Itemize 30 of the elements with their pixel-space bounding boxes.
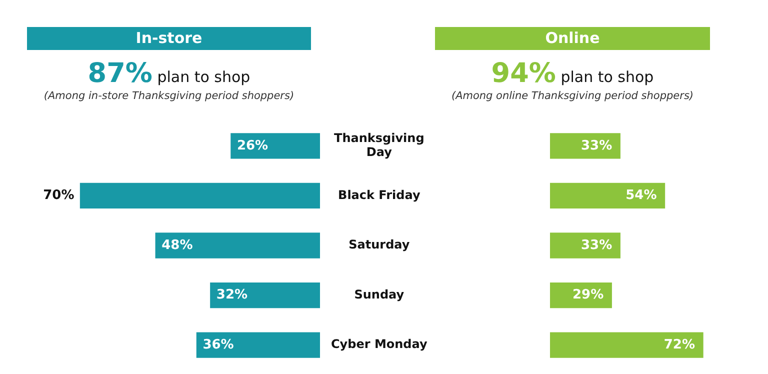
- bar: [230, 133, 320, 159]
- bar: [550, 232, 620, 258]
- data-label: 32%: [216, 288, 248, 303]
- chart-title: In-store: [27, 27, 311, 50]
- y-tick-label: Sunday: [354, 287, 404, 302]
- text: (Among online Thanksgiving period shoppers): [450, 90, 695, 102]
- y-tick-label: Cyber Monday: [330, 337, 428, 352]
- data-label: 29%: [572, 288, 604, 303]
- data-label: 26%: [236, 138, 268, 154]
- bar: [550, 332, 704, 358]
- data-label: 33%: [581, 238, 612, 253]
- data-label: 54%: [626, 188, 657, 204]
- y-tick-label: Saturday: [348, 238, 410, 252]
- bar: [155, 232, 320, 258]
- text: (Among in-store Thanksgiving period shoppers): [42, 90, 296, 102]
- bar: [80, 182, 320, 209]
- data-label: 36%: [202, 337, 234, 352]
- bar: [210, 282, 320, 308]
- chart-title: Online: [435, 27, 710, 50]
- y-tick-label: Thanksgiving Day: [334, 130, 424, 160]
- chart-subtitle: 87% plan to shop: [86, 58, 252, 89]
- y-tick-label: Black Friday: [338, 188, 420, 202]
- data-label: 70%: [43, 188, 74, 204]
- bar: [196, 332, 320, 358]
- bar: [550, 133, 620, 159]
- chart-subtitle: 94% plan to shop: [490, 58, 655, 89]
- data-label: 72%: [664, 337, 695, 352]
- bar: [550, 182, 666, 209]
- data-label: 48%: [162, 238, 193, 253]
- data-label: 33%: [581, 138, 612, 154]
